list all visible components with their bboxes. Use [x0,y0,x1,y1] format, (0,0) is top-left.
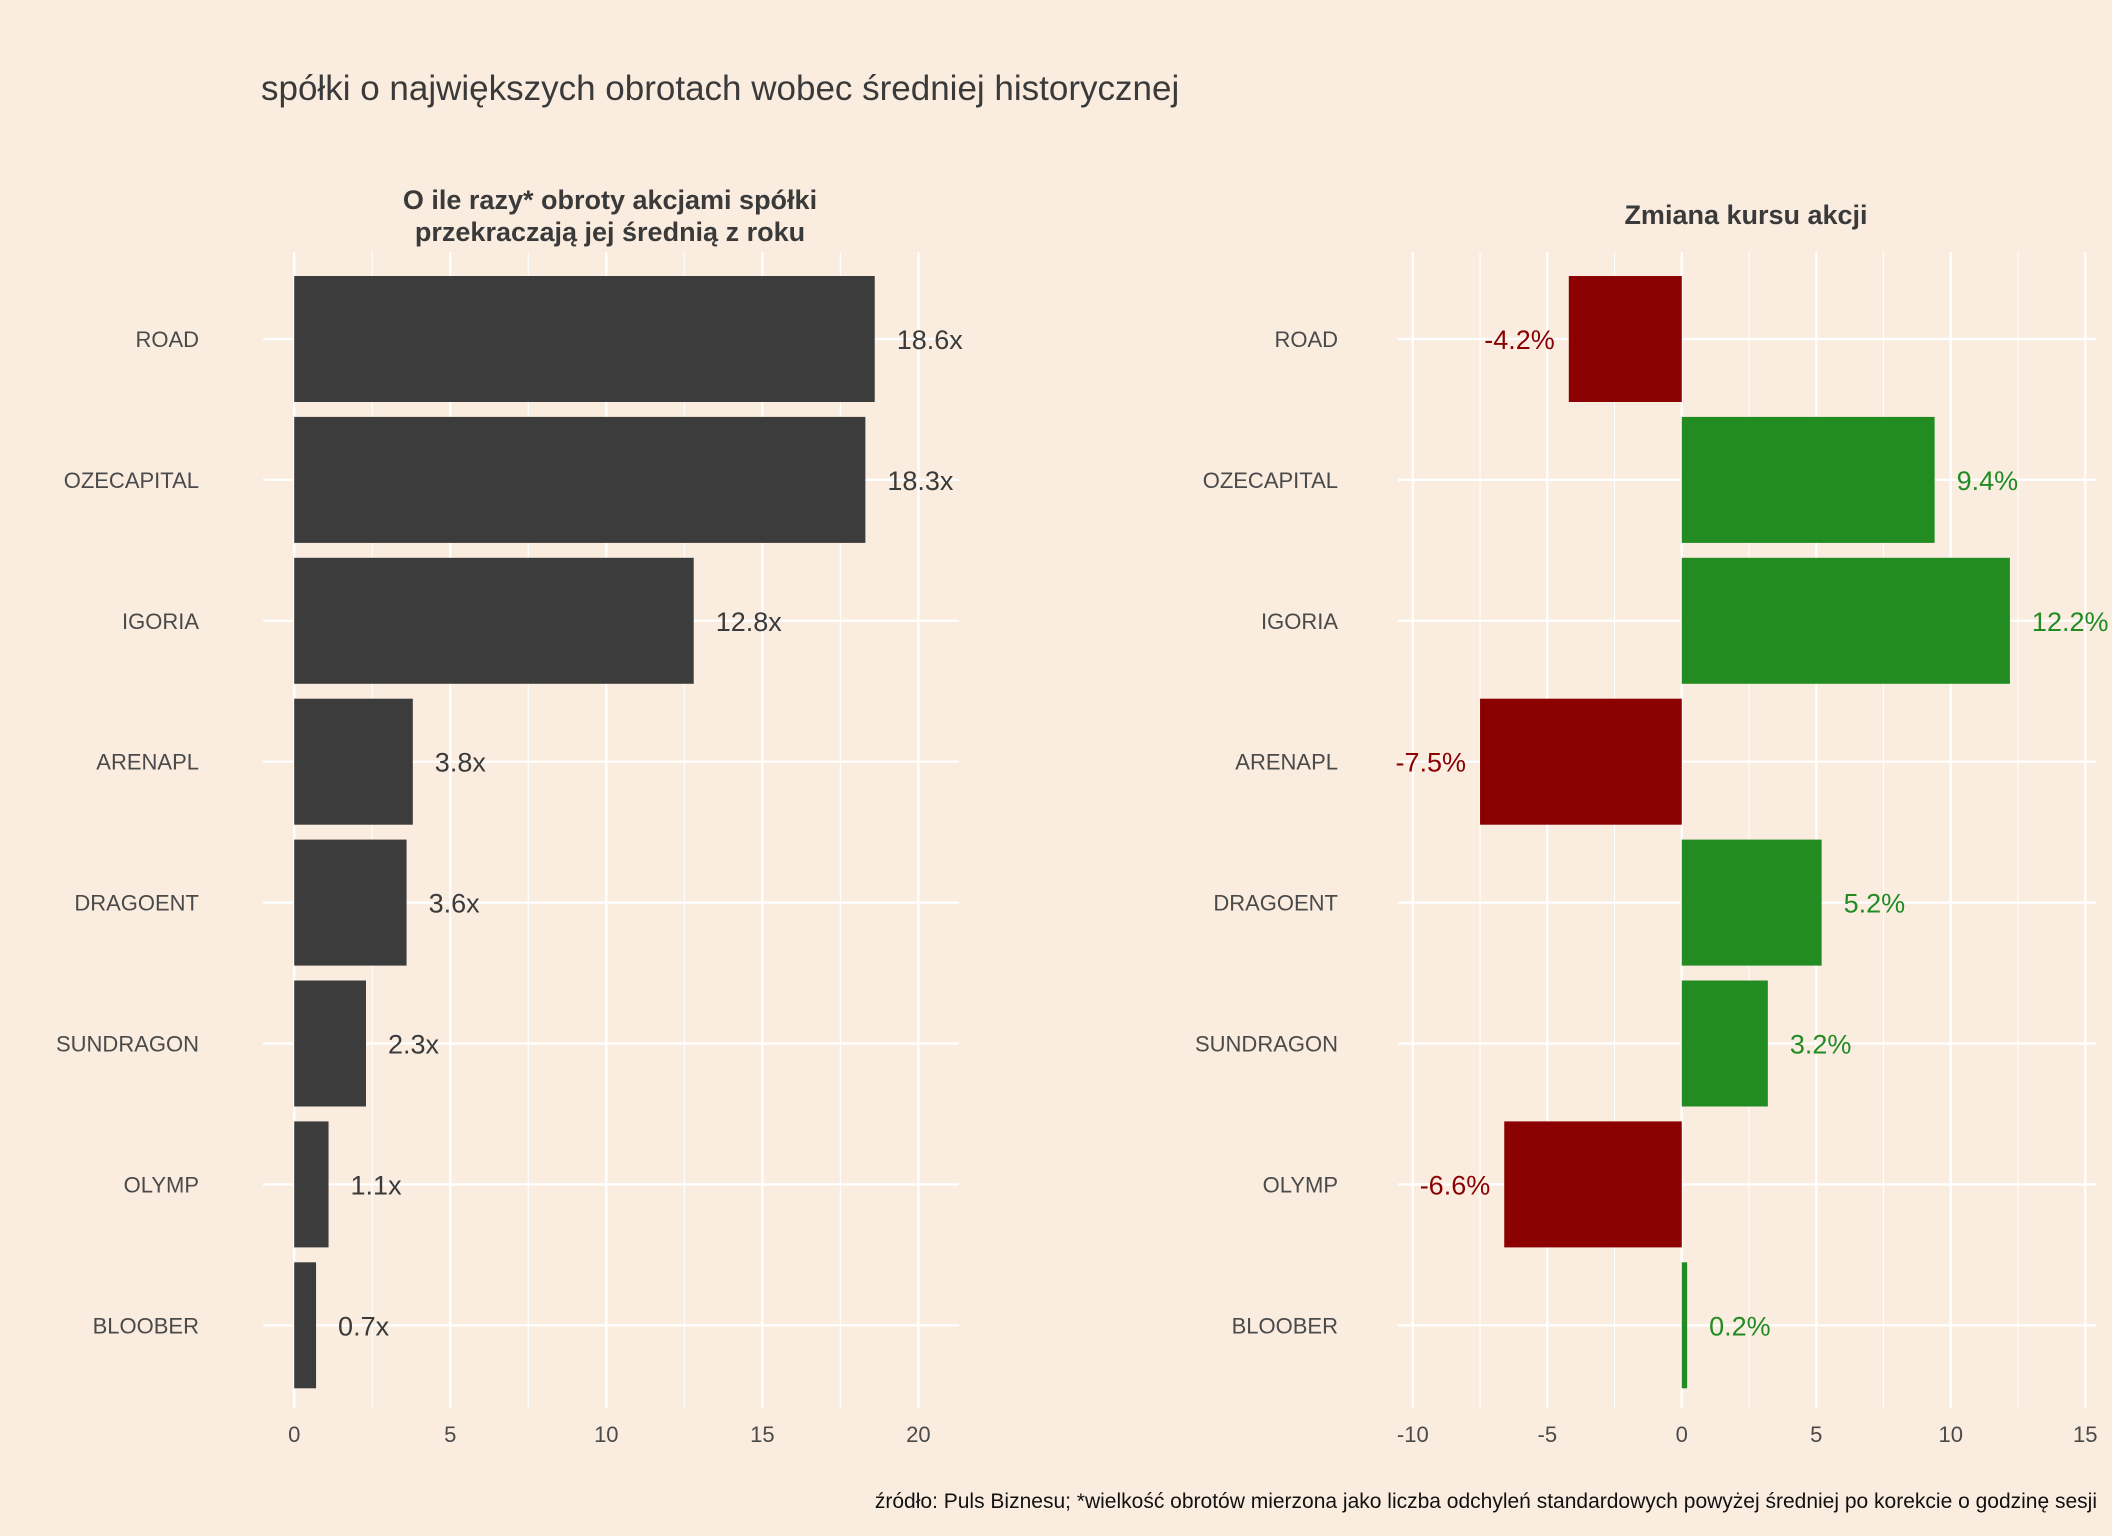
value-label: 12.8x [716,607,783,637]
value-label: 2.3x [388,1030,440,1060]
value-label: 3.6x [429,889,481,919]
value-label: 1.1x [351,1170,403,1200]
x-axis-turnover: 0 5 10 15 20 [288,1422,931,1447]
x-tick-label: -5 [1538,1422,1558,1447]
category-label: ROAD [135,327,199,352]
category-label: OLYMP [1263,1172,1338,1197]
bars-price-change [1480,276,2010,1389]
x-tick-label: 15 [2073,1422,2097,1447]
category-labels-turnover: ROAD OZECAPITAL IGORIA ARENAPL DRAGOENT SUNDR… [56,327,199,1338]
x-tick-label: -10 [1397,1422,1429,1447]
x-axis-price-change: -10 -5 0 5 10 15 [1397,1422,2098,1447]
panel-title-turnover-line-1: O ile razy* obroty akcjami spółki [403,185,817,215]
value-label: -6.6% [1420,1170,1491,1200]
x-tick-label: 10 [1939,1422,1963,1447]
bar [1681,557,2010,684]
value-label: 18.3x [887,466,954,496]
panel-title-price-change: Zmiana kursu akcji [1624,200,1867,230]
category-label: SUNDRAGON [1195,1032,1338,1057]
value-label: 3.8x [435,748,487,778]
x-tick-label: 5 [1810,1422,1822,1447]
category-label: OLYMP [124,1172,199,1197]
category-label: ARENAPL [96,750,199,775]
x-tick-label: 0 [1676,1422,1688,1447]
value-labels-turnover: 18.6x 18.3x 12.8x 3.8x 3.6x 2.3x 1.1x 0.7x [338,325,963,1341]
chart-title: spółki o największych obrotach wobec śre… [261,69,1179,108]
bar [1681,416,1935,543]
bar [294,276,875,402]
bar [1504,1121,1682,1248]
chart-caption: źródło: Puls Biznesu; *wielkość obrotów … [875,1490,2097,1513]
category-label: DRAGOENT [74,891,199,916]
bar [1681,1262,1688,1389]
category-label: IGORIA [1261,609,1338,634]
bar [1568,276,1682,402]
value-label: -4.2% [1484,325,1555,355]
panel-turnover: O ile razy* obroty akcjami spółki przekr… [56,185,963,1447]
category-label: OZECAPITAL [1203,468,1338,493]
category-label: SUNDRAGON [56,1032,199,1057]
x-tick-label: 20 [906,1422,930,1447]
bar [294,557,694,684]
bar [294,698,413,825]
value-label: 3.2% [1790,1030,1852,1060]
value-label: 12.2% [2032,607,2109,637]
category-label: OZECAPITAL [64,468,199,493]
bar [294,416,866,543]
category-label: BLOOBER [93,1313,199,1338]
value-labels-price-change: -4.2% 9.4% 12.2% -7.5% 5.2% 3.2% -6.6% 0.2% [1395,325,2108,1341]
bar [294,839,407,966]
bar [1681,839,1822,966]
x-tick-label: 0 [288,1422,300,1447]
value-label: 9.4% [1957,466,2019,496]
value-label: 5.2% [1844,889,1906,919]
x-tick-label: 10 [594,1422,618,1447]
bar [294,1262,317,1389]
bars-turnover [294,276,875,1389]
category-label: DRAGOENT [1213,891,1338,916]
x-tick-label: 5 [444,1422,456,1447]
bar [1480,698,1682,825]
bar [1681,980,1768,1107]
value-label: 0.7x [338,1311,390,1341]
category-labels-price-change: ROAD OZECAPITAL IGORIA ARENAPL DRAGOENT SUNDR… [1195,327,1338,1338]
value-label: -7.5% [1395,748,1466,778]
value-label: 18.6x [897,325,964,355]
bar [294,1121,329,1248]
value-label: 0.2% [1709,1311,1771,1341]
x-tick-label: 15 [750,1422,774,1447]
panel-title-turnover-line-2: przekraczają jej średnią z roku [415,217,805,247]
category-label: ROAD [1274,327,1338,352]
bar [294,980,366,1107]
category-label: BLOOBER [1232,1313,1338,1338]
category-label: ARENAPL [1235,750,1338,775]
panel-price-change: Zmiana kursu akcji -4.2% 9.4% 12.2% -7.5% 5.… [1195,200,2109,1447]
category-label: IGORIA [122,609,199,634]
